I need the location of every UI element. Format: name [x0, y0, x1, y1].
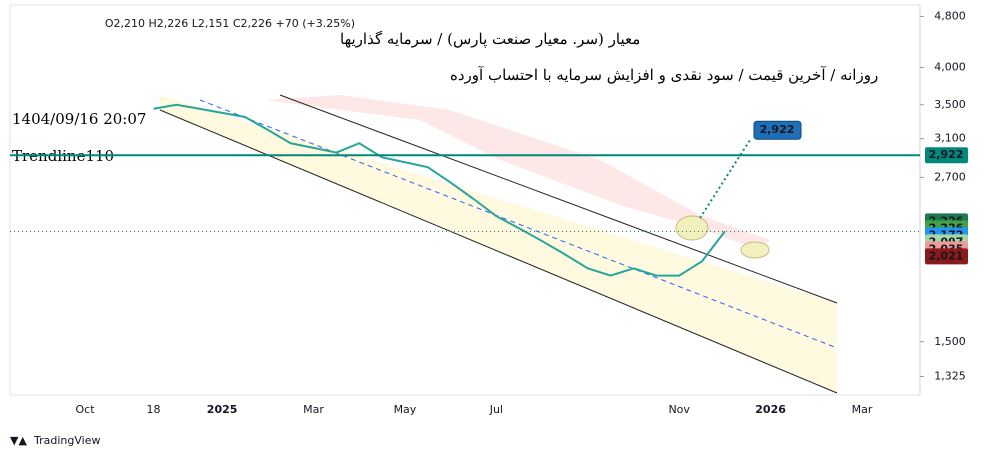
brand: TradingView — [33, 434, 100, 447]
x-tick-label: Mar — [303, 403, 324, 416]
callout-label: 2,922 — [760, 123, 795, 136]
callout-box — [753, 120, 802, 140]
y-tick-label: 1,325 — [934, 369, 966, 382]
channel-fill — [160, 95, 837, 393]
highlight — [675, 215, 709, 241]
price-label-box — [925, 147, 968, 164]
symbol: معیار (سر. معیار صنعت پارس) / سرمایه گذا… — [340, 30, 640, 48]
channel-upper — [279, 94, 838, 304]
x-tick-label: Jul — [489, 403, 503, 416]
price-label-box — [925, 248, 968, 265]
x-tick-label: Oct — [75, 403, 95, 416]
price-line — [153, 103, 726, 277]
y-tick-label: 4,000 — [934, 60, 966, 73]
x-tick-label: May — [394, 403, 417, 416]
x-tick-label: Nov — [668, 403, 690, 416]
x-tick-label: 2025 — [207, 403, 238, 416]
logo: ▼▲ — [10, 434, 27, 447]
channel-lower — [159, 109, 838, 394]
projection — [699, 139, 751, 219]
y-tick-label: 3,100 — [934, 132, 966, 145]
datetime: 1404/09/16 20:07 — [12, 110, 146, 128]
highlight — [740, 241, 770, 259]
x-tick-label: Mar — [852, 403, 873, 416]
ohlc: O2,210 H2,226 L2,151 C2,226 +70 (+3.25%) — [105, 17, 355, 30]
y-tick-label: 2,700 — [934, 170, 966, 183]
price-label: 2,922 — [929, 148, 964, 161]
y-tick-label: 3,500 — [934, 98, 966, 111]
price-label: 2,021 — [929, 249, 964, 262]
y-tick-label: 1,500 — [934, 335, 966, 348]
x-tick-label: 18 — [147, 403, 161, 416]
channel-mid — [199, 99, 838, 349]
cloud — [265, 95, 770, 250]
x-tick-label: 2026 — [755, 403, 786, 416]
subtitle: روزانه / آخرین قیمت / سود نقدی و افزایش … — [450, 66, 878, 84]
y-tick-label: 4,800 — [934, 9, 966, 22]
